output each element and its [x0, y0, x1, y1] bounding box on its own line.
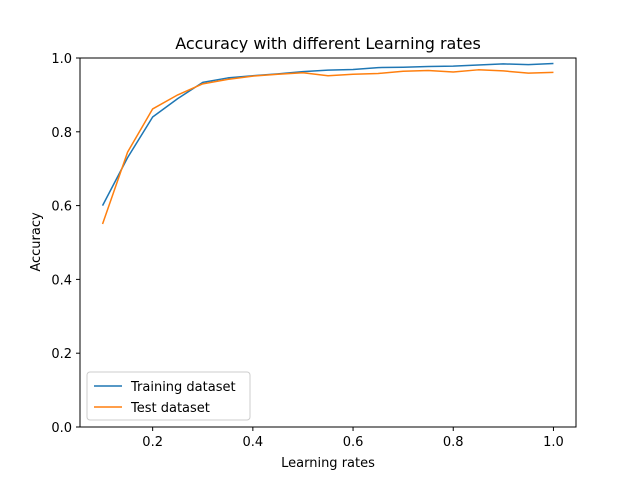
data-point — [528, 73, 529, 74]
data-point — [378, 67, 379, 68]
data-point — [177, 94, 178, 95]
legend: Training dataset Test dataset — [86, 371, 251, 421]
x-axis-ticks: 0.2 0.4 0.6 0.8 1.0 — [142, 427, 564, 450]
data-point — [102, 205, 103, 206]
data-point — [553, 63, 554, 64]
plot-frame — [79, 57, 577, 428]
data-point — [403, 71, 404, 72]
data-point — [252, 76, 253, 77]
x-tick-label: 0.2 — [142, 435, 163, 450]
data-point — [302, 71, 303, 72]
legend-box — [86, 371, 251, 421]
y-tick-label: 0.4 — [51, 273, 72, 288]
data-point — [302, 72, 303, 73]
y-tick-label: 0.2 — [51, 347, 72, 362]
x-tick-label: 0.8 — [443, 435, 464, 450]
data-point — [403, 67, 404, 68]
data-point — [277, 74, 278, 75]
x-tick-label: 0.6 — [343, 435, 364, 450]
data-point — [453, 66, 454, 67]
x-tick-label: 0.4 — [243, 435, 264, 450]
legend-label: Test dataset — [130, 401, 210, 416]
data-point — [177, 98, 178, 99]
data-point — [152, 108, 153, 109]
data-point — [478, 65, 479, 66]
x-tick-label: 1.0 — [543, 435, 564, 450]
data-point — [478, 69, 479, 70]
data-point — [378, 73, 379, 74]
data-point — [202, 82, 203, 83]
data-point — [503, 63, 504, 64]
y-tick-label: 0.6 — [51, 200, 72, 215]
data-point — [528, 64, 529, 65]
data-point — [453, 72, 454, 73]
data-point — [202, 83, 203, 84]
x-axis-title: Learning rates — [281, 456, 375, 471]
data-point — [353, 69, 354, 70]
y-axis-ticks: 0.0 0.2 0.4 0.6 0.8 1.0 — [51, 52, 80, 436]
y-axis-title: Accuracy — [29, 212, 44, 272]
data-point — [227, 79, 228, 80]
legend-label: Training dataset — [130, 380, 236, 395]
y-tick-label: 0.0 — [51, 421, 72, 436]
data-point — [227, 77, 228, 78]
plot-lines — [101, 62, 554, 225]
data-point — [127, 157, 128, 158]
data-point — [102, 224, 103, 225]
chart-title: Accuracy with different Learning rates — [175, 34, 481, 53]
data-point — [328, 70, 329, 71]
data-point — [353, 74, 354, 75]
series-line-1 — [101, 69, 554, 225]
data-point — [328, 75, 329, 76]
data-point — [127, 152, 128, 153]
data-point — [553, 72, 554, 73]
y-tick-label: 1.0 — [51, 52, 72, 67]
data-point — [503, 70, 504, 71]
data-point — [428, 70, 429, 71]
y-tick-label: 0.8 — [51, 126, 72, 141]
data-point — [428, 66, 429, 67]
series-line-0 — [101, 62, 554, 206]
data-point — [152, 117, 153, 118]
